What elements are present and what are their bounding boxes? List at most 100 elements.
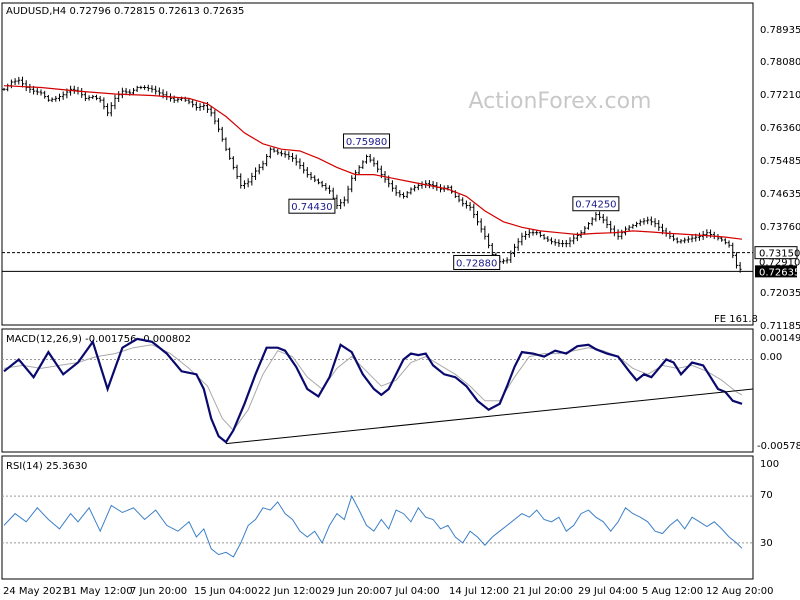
price-bar bbox=[535, 230, 539, 236]
price-bar bbox=[402, 192, 406, 199]
svg-text:0.74430: 0.74430 bbox=[291, 202, 332, 213]
price-bar bbox=[35, 88, 39, 96]
price-y-tick: 0.78935 bbox=[760, 25, 800, 36]
price-bar bbox=[54, 95, 58, 102]
x-tick-label: 12 Aug 20:00 bbox=[706, 586, 773, 597]
price-bar bbox=[231, 156, 235, 170]
price-bar bbox=[705, 229, 709, 238]
price-bar bbox=[509, 250, 513, 264]
price-bar bbox=[139, 85, 143, 90]
price-bar bbox=[590, 217, 594, 226]
price-bar bbox=[516, 238, 520, 251]
price-bar bbox=[657, 220, 661, 231]
price-bar bbox=[50, 97, 54, 103]
price-bar bbox=[224, 137, 228, 152]
price-bar bbox=[605, 216, 609, 229]
price-bar bbox=[291, 152, 295, 162]
price-bar bbox=[564, 239, 568, 248]
price-bar bbox=[113, 94, 117, 110]
price-bar bbox=[20, 76, 24, 88]
macd-y-tick: 0.00 bbox=[760, 352, 782, 363]
price-bar bbox=[328, 185, 332, 194]
macd-trendline bbox=[225, 388, 754, 445]
svg-text:0.73150: 0.73150 bbox=[759, 249, 800, 260]
price-bar bbox=[683, 237, 687, 244]
svg-text:0.74250: 0.74250 bbox=[575, 200, 616, 211]
price-bar bbox=[723, 238, 727, 245]
price-axis-label: 0.72635 bbox=[755, 265, 800, 278]
x-axis: 24 May 2021 31 May 12:00 7 Jun 20:00 15 … bbox=[3, 586, 773, 597]
price-bar bbox=[150, 85, 154, 93]
price-bar bbox=[91, 94, 95, 100]
price-bar bbox=[98, 96, 102, 103]
svg-text:0.72910: 0.72910 bbox=[759, 257, 800, 268]
price-annotation: 0.74250 bbox=[572, 196, 620, 212]
price-y-tick: 0.77210 bbox=[760, 90, 800, 101]
price-axis-label: 0.73150 bbox=[754, 246, 800, 260]
rsi-y-tick: 30 bbox=[760, 538, 773, 549]
price-bar bbox=[609, 220, 613, 233]
price-bar bbox=[257, 164, 261, 175]
price-bar bbox=[738, 261, 742, 273]
price-bar bbox=[287, 151, 291, 160]
price-bar bbox=[209, 105, 213, 117]
macd-panel-title: MACD(12,26,9) -0.001756 -0.000802 bbox=[6, 334, 191, 345]
price-bar bbox=[390, 180, 394, 192]
price-bar bbox=[646, 216, 650, 225]
x-tick-label: 5 Aug 12:00 bbox=[642, 586, 703, 597]
price-bar bbox=[220, 126, 224, 142]
rsi-y-axis: 100 70 30 bbox=[760, 459, 779, 549]
price-bar bbox=[620, 229, 624, 240]
price-bar bbox=[109, 102, 113, 117]
x-tick-label: 31 May 12:00 bbox=[64, 586, 133, 597]
price-bar bbox=[483, 225, 487, 240]
price-bar bbox=[635, 221, 639, 228]
price-bar bbox=[228, 147, 232, 160]
svg-text:0.72880: 0.72880 bbox=[456, 258, 497, 269]
macd-y-axis: 0.001492 0.00 -0.005784 bbox=[757, 333, 800, 452]
price-bar bbox=[690, 234, 694, 243]
price-bar bbox=[598, 211, 602, 221]
price-bar bbox=[87, 95, 91, 101]
price-bar bbox=[357, 165, 361, 175]
price-bar bbox=[268, 147, 272, 159]
price-y-tick: 0.72035 bbox=[760, 288, 800, 299]
price-bar bbox=[734, 252, 738, 269]
price-bar bbox=[353, 170, 357, 181]
price-bar bbox=[479, 218, 483, 233]
price-bar bbox=[697, 232, 701, 241]
price-bar bbox=[679, 239, 683, 244]
price-y-tick: 0.74635 bbox=[760, 189, 800, 200]
price-bar bbox=[675, 237, 679, 244]
rsi-panel-title: RSI(14) 25.3630 bbox=[6, 461, 87, 472]
price-bar bbox=[594, 212, 598, 222]
price-y-axis: 0.78935 0.78080 0.77210 0.76360 0.75485 … bbox=[760, 25, 800, 332]
price-bar bbox=[468, 202, 472, 211]
price-bar bbox=[405, 191, 409, 199]
price-bar bbox=[217, 118, 221, 133]
price-bar bbox=[361, 160, 365, 169]
x-tick-label: 21 Jul 20:00 bbox=[513, 586, 573, 597]
price-bar bbox=[638, 219, 642, 227]
price-bar bbox=[283, 150, 287, 158]
price-bar bbox=[631, 223, 635, 229]
price-bar bbox=[202, 102, 206, 111]
moving-average-line bbox=[3, 85, 743, 240]
price-bar bbox=[464, 200, 468, 209]
price-y-tick: 0.73760 bbox=[760, 222, 800, 233]
price-bar bbox=[57, 93, 61, 102]
price-bar bbox=[568, 237, 572, 248]
price-panel-frame bbox=[1, 2, 754, 326]
price-y-tick: 0.78080 bbox=[760, 57, 800, 68]
price-y-tick: 0.71185 bbox=[760, 321, 800, 332]
price-bar bbox=[575, 232, 579, 242]
price-bar bbox=[187, 97, 191, 105]
price-bar bbox=[727, 240, 731, 248]
price-bar bbox=[239, 173, 243, 189]
price-bar bbox=[320, 180, 324, 188]
price-bar bbox=[242, 180, 246, 189]
price-bar bbox=[561, 240, 565, 248]
x-tick-label: 7 Jul 04:00 bbox=[386, 586, 440, 597]
price-bar bbox=[398, 190, 402, 198]
